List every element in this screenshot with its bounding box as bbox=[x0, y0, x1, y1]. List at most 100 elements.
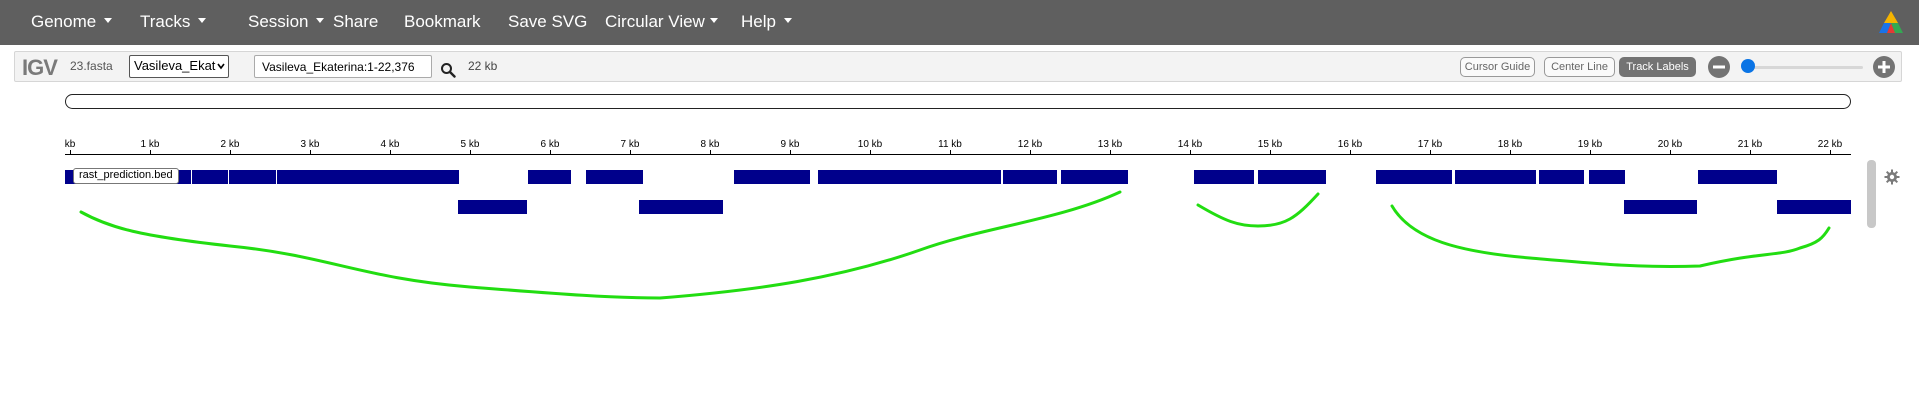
chromosome-select-value: Vasileva_Ekat bbox=[134, 58, 216, 73]
genome-file-label: 23.fasta bbox=[70, 59, 113, 73]
ruler-tick-mark bbox=[950, 150, 951, 155]
ruler-baseline bbox=[65, 154, 1851, 155]
feature-block[interactable] bbox=[818, 170, 1001, 184]
feature-block[interactable] bbox=[1061, 170, 1128, 184]
ruler-tick-label: 22 kb bbox=[1817, 139, 1843, 150]
ruler-tick-label: 15 kb bbox=[1257, 139, 1283, 150]
menu-genome[interactable]: Genome bbox=[31, 0, 113, 45]
ruler-tick-mark bbox=[870, 150, 871, 155]
feature-block[interactable] bbox=[639, 200, 723, 214]
ruler-tick-label: 14 kb bbox=[1177, 139, 1203, 150]
ruler-tick-mark bbox=[550, 150, 551, 155]
ruler-tick-label: 19 kb bbox=[1577, 139, 1603, 150]
ruler-tick-mark bbox=[1430, 150, 1431, 155]
ruler-tick-label: 6 kb bbox=[540, 139, 560, 150]
ruler-tick-label: 21 kb bbox=[1737, 139, 1763, 150]
menu-circular-view[interactable]: Circular View bbox=[605, 0, 718, 45]
ruler-tick-label: 9 kb bbox=[780, 139, 800, 150]
menu-help[interactable]: Help bbox=[741, 0, 792, 45]
feature-block[interactable] bbox=[1455, 170, 1536, 184]
ruler-tick-label: 3 kb bbox=[300, 139, 320, 150]
ruler-tick-mark bbox=[1190, 150, 1191, 155]
feature-block[interactable] bbox=[1777, 200, 1851, 214]
menu-tracks[interactable]: Tracks bbox=[140, 0, 207, 45]
ruler-tick-label: 4 kb bbox=[380, 139, 400, 150]
menu-tracks-label: Tracks bbox=[140, 12, 191, 31]
menu-save-svg[interactable]: Save SVG bbox=[508, 12, 588, 31]
ruler-tick-mark bbox=[710, 150, 711, 155]
caret-down-icon bbox=[783, 18, 792, 24]
ruler-tick-label: 11 kb bbox=[938, 139, 962, 150]
top-navbar: Genome Tracks Session Share Bookmark Sav… bbox=[0, 0, 1919, 45]
feature-block[interactable] bbox=[1194, 170, 1254, 184]
ruler-tick-mark bbox=[790, 150, 791, 155]
ruler-tick-label: 13 kb bbox=[1097, 139, 1123, 150]
search-icon[interactable] bbox=[440, 62, 456, 78]
feature-block[interactable] bbox=[1376, 170, 1452, 184]
ruler-tick-mark bbox=[1350, 150, 1351, 155]
feature-block[interactable] bbox=[734, 170, 810, 184]
window-size-label: 22 kb bbox=[468, 59, 498, 73]
ruler-tick-label: 10 kb bbox=[857, 139, 883, 150]
ruler-tick-label: 17 kb bbox=[1417, 139, 1443, 150]
annotation-arc-left bbox=[79, 190, 1122, 300]
ruler-tick-label: 5 kb bbox=[460, 139, 480, 150]
feature-block[interactable] bbox=[458, 200, 527, 214]
feature-block[interactable] bbox=[1003, 170, 1057, 184]
zoom-out-icon[interactable] bbox=[1708, 56, 1730, 78]
zoom-slider-track[interactable] bbox=[1745, 66, 1863, 69]
ruler-tick-mark bbox=[1110, 150, 1111, 155]
app-logo-icon bbox=[1879, 11, 1903, 33]
annotation-arc-right bbox=[1390, 204, 1831, 269]
menu-session-label: Session bbox=[248, 12, 309, 31]
track-labels-button[interactable]: Track Labels bbox=[1619, 57, 1696, 77]
ruler-tick-mark bbox=[470, 150, 471, 155]
feature-gap bbox=[228, 170, 229, 184]
ruler-tick-mark bbox=[70, 150, 71, 155]
feature-gap bbox=[276, 170, 277, 184]
menu-bookmark[interactable]: Bookmark bbox=[404, 12, 481, 31]
chromosome-ideogram[interactable] bbox=[65, 94, 1851, 109]
feature-block[interactable] bbox=[586, 170, 643, 184]
ruler-tick-label: 7 kb bbox=[620, 139, 640, 150]
annotation-arc-middle bbox=[1196, 192, 1320, 228]
menu-share[interactable]: Share bbox=[333, 12, 379, 31]
ruler-tick-mark bbox=[1830, 150, 1831, 155]
igv-logo: IGV bbox=[22, 55, 58, 80]
menu-genome-label: Genome bbox=[31, 12, 97, 31]
caret-down-icon bbox=[709, 18, 718, 24]
ruler-tick-label: kb bbox=[64, 139, 76, 150]
track-scrollbar[interactable] bbox=[1867, 160, 1876, 228]
ruler-tick-label: 18 kb bbox=[1497, 139, 1523, 150]
chromosome-select[interactable]: Vasileva_Ekat bbox=[129, 55, 229, 78]
ruler-tick-mark bbox=[230, 150, 231, 155]
ruler-tick-label: 16 kb bbox=[1337, 139, 1363, 150]
menu-circular-view-label: Circular View bbox=[605, 12, 705, 31]
zoom-in-icon[interactable] bbox=[1873, 56, 1895, 78]
feature-block[interactable] bbox=[1258, 170, 1326, 184]
caret-down-icon bbox=[198, 18, 207, 24]
center-line-button[interactable]: Center Line bbox=[1544, 57, 1615, 77]
feature-block[interactable] bbox=[1698, 170, 1777, 184]
ruler-tick-label: 20 kb bbox=[1657, 139, 1683, 150]
feature-block[interactable] bbox=[1624, 200, 1697, 214]
ruler-tick-mark bbox=[1750, 150, 1751, 155]
ruler-tick-label: 1 kb bbox=[140, 139, 160, 150]
gear-icon[interactable] bbox=[1884, 169, 1900, 185]
ruler-tick-label: 12 kb bbox=[1017, 139, 1043, 150]
cursor-guide-button[interactable]: Cursor Guide bbox=[1460, 57, 1535, 77]
ruler-tick-label: 2 kb bbox=[220, 139, 240, 150]
feature-block[interactable] bbox=[1539, 170, 1584, 184]
feature-block[interactable] bbox=[528, 170, 571, 184]
ruler-tick-mark bbox=[1030, 150, 1031, 155]
zoom-slider-thumb[interactable] bbox=[1741, 59, 1755, 73]
menu-session[interactable]: Session bbox=[248, 0, 325, 45]
locus-search-input[interactable]: Vasileva_Ekaterina:1-22,376 bbox=[254, 55, 432, 78]
menu-help-label: Help bbox=[741, 12, 776, 31]
ruler-tick-label: 8 kb bbox=[700, 139, 720, 150]
chevron-down-icon bbox=[217, 63, 225, 70]
caret-down-icon bbox=[104, 18, 113, 24]
feature-block[interactable] bbox=[1589, 170, 1625, 184]
feature-gap bbox=[191, 170, 192, 184]
ruler-tick-mark bbox=[1270, 150, 1271, 155]
